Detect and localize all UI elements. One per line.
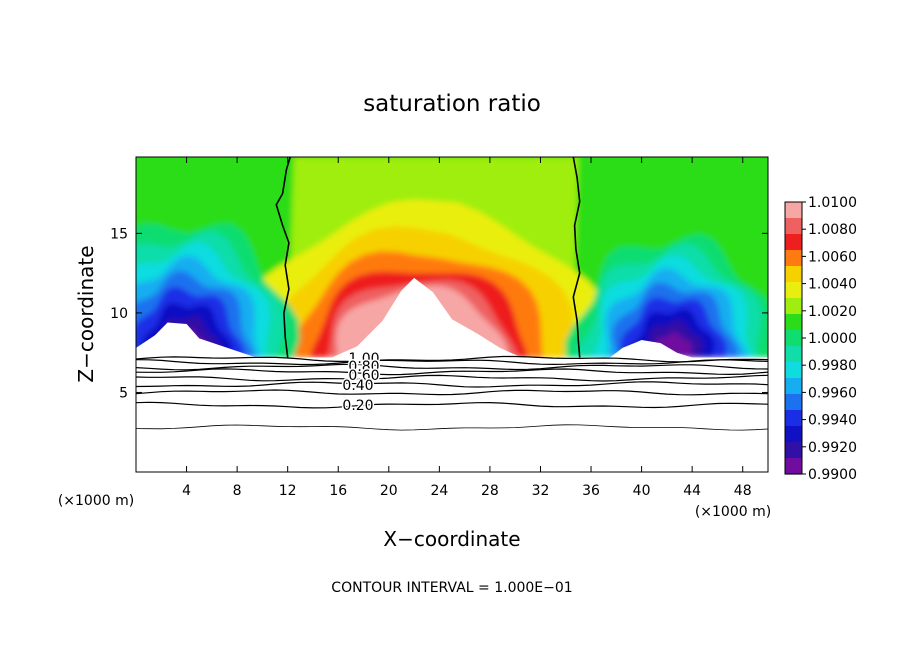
colorbar-swatch — [785, 426, 802, 443]
contour-line — [136, 368, 768, 376]
colorbar-swatch — [785, 378, 802, 395]
colorbar-swatch — [785, 298, 802, 315]
cloud-hole-left — [136, 322, 257, 358]
x-axis-label: X−coordinate — [383, 527, 520, 551]
x-tick-label: 24 — [430, 483, 448, 499]
plot-frame — [135, 156, 769, 473]
contour-label: 0.20 — [342, 398, 373, 414]
x-tick-label: 8 — [233, 483, 242, 499]
colorbar-swatch — [785, 394, 802, 411]
colorbar-label: 1.0040 — [808, 277, 857, 293]
chart-title: saturation ratio — [363, 91, 541, 117]
colorbar-label: 1.0000 — [808, 331, 857, 347]
colorbar-label: 1.0100 — [808, 195, 857, 211]
cloud-hole-center — [331, 277, 522, 358]
contour-line — [136, 359, 768, 366]
colorbar-swatch — [785, 218, 802, 235]
contour-line — [136, 424, 768, 431]
contour-label: 0.80 — [348, 359, 379, 375]
y-axis-label: Z−coordinate — [74, 245, 98, 382]
contour-labels: 1.000.800.600.40 0.20 — [341, 350, 381, 416]
contour-line — [136, 401, 768, 409]
contour-line — [136, 389, 768, 396]
colorbar-swatch — [785, 266, 802, 283]
x-unit-label-left: (×1000 m) — [58, 493, 134, 509]
subcloud-region — [136, 357, 768, 472]
colorbar-swatch — [785, 250, 802, 267]
colorbar-swatch — [785, 410, 802, 427]
x-unit-label-right: (×1000 m) — [695, 504, 771, 520]
colorbar-label: 0.9960 — [808, 385, 857, 401]
colorbar-label: 0.9980 — [808, 358, 857, 374]
saturation-contour-left — [275, 157, 291, 358]
contour-interval-note: CONTOUR INTERVAL = 1.000E−01 — [331, 580, 572, 596]
x-axis-ticks: 4 8 12 16 20 24 28 32 36 40 44 48 — [182, 157, 752, 499]
colorbar-swatch — [785, 282, 802, 299]
contour-label: 1.00 — [348, 351, 379, 367]
x-tick-label: 20 — [380, 483, 398, 499]
x-tick-label: 4 — [182, 483, 191, 499]
colorbar-swatch — [785, 362, 802, 379]
contour-line — [136, 374, 768, 382]
colorbar-swatch — [785, 202, 802, 219]
colorbar-swatch — [785, 314, 802, 331]
contour-lines — [136, 157, 768, 431]
colorbar-swatch — [785, 234, 802, 251]
colorbar-swatch — [785, 442, 802, 459]
colorbar-label: 1.0020 — [808, 304, 857, 320]
cloud-free-regions — [136, 277, 768, 472]
x-tick-label: 44 — [683, 483, 701, 499]
contour-label: 0.60 — [348, 368, 379, 384]
colorbar-label: 0.9900 — [808, 467, 857, 483]
y-tick-label: 5 — [119, 385, 128, 401]
contour-line — [136, 381, 768, 388]
x-tick-label: 36 — [582, 483, 600, 499]
colorbar: 1.0100 1.0080 1.0060 1.0040 1.0020 1.0000 0.99… — [784, 195, 857, 483]
y-axis-ticks: 5 10 15 — [110, 226, 768, 401]
plot-area — [136, 157, 768, 472]
colorbar-swatch — [785, 330, 802, 347]
contour-line — [136, 363, 768, 371]
x-tick-label: 28 — [481, 483, 499, 499]
contour-line — [136, 355, 768, 363]
y-tick-label: 10 — [110, 306, 128, 322]
colorbar-label: 0.9940 — [808, 413, 857, 429]
saturation-contour-right — [572, 157, 581, 358]
y-tick-label: 15 — [110, 226, 128, 242]
colorbar-label: 0.9920 — [808, 440, 857, 456]
cloud-hole-right — [610, 340, 693, 358]
x-tick-label: 40 — [633, 483, 651, 499]
x-tick-label: 16 — [329, 483, 347, 499]
colorbar-swatch — [785, 346, 802, 363]
contour-label: 0.40 — [342, 378, 373, 394]
colorbar-swatch — [785, 458, 802, 475]
x-tick-label: 32 — [532, 483, 550, 499]
colorbar-label: 1.0080 — [808, 222, 857, 238]
x-tick-label: 12 — [279, 483, 297, 499]
colorbar-label: 1.0060 — [808, 249, 857, 265]
x-tick-label: 48 — [734, 483, 752, 499]
